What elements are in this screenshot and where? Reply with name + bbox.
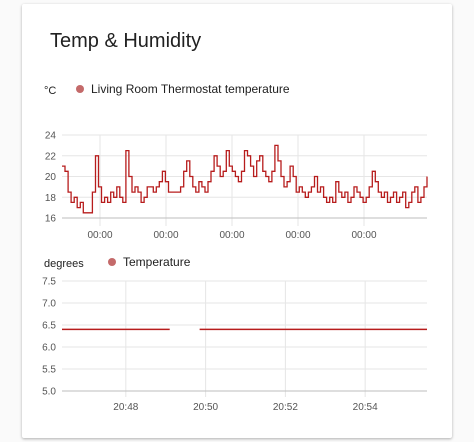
temp-humidity-card: Temp & Humidity °C Living Room Thermosta… [22,4,452,438]
chart2-legend-dot [108,258,116,266]
chart2-xtick-label: 20:48 [113,402,138,413]
chart1-unit-label: °C [44,85,57,97]
chart1-ytick-label: 22 [45,151,57,162]
card-title: Temp & Humidity [50,30,202,52]
chart2-unit-label: degrees [44,258,84,270]
chart1-xtick-label: 00:00 [351,230,376,241]
chart1-ytick-label: 20 [45,172,57,183]
chart2-temperature-line-chart[interactable]: 7.5 7.0 6.5 6.0 5.5 5.0 20:48 20:50 20:52 20:54 [22,4,452,438]
chart2-ytick-label: 5.5 [42,365,56,376]
chart2-legend-item[interactable]: Temperature [108,255,190,269]
chart2-xtick-label: 20:54 [353,402,378,413]
chart1-legend-dot [76,85,84,93]
chart2-ytick-label: 6.0 [42,343,56,354]
chart1-xtick-label: 00:00 [87,230,112,241]
chart1-xtick-label: 00:00 [219,230,244,241]
chart1-xtick-label: 00:00 [153,230,178,241]
chart1-xtick-label: 00:00 [285,230,310,241]
chart1-legend-label: Living Room Thermostat temperature [91,82,290,96]
chart2-ytick-label: 7.5 [42,277,56,288]
chart1-ytick-label: 24 [45,131,57,142]
chart2-ytick-label: 6.5 [42,321,56,332]
chart2-ytick-label: 7.0 [42,299,56,310]
chart2-xtick-label: 20:52 [273,402,298,413]
chart2-xtick-label: 20:50 [193,402,218,413]
chart1-ytick-label: 16 [45,214,57,225]
chart1-temperature-line-chart[interactable]: 24 22 20 18 16 00:00 00:00 00:00 00:00 00:00 [22,4,452,244]
chart2-legend-label: Temperature [123,255,191,269]
chart1-series-line [62,144,428,214]
chart1-legend-item[interactable]: Living Room Thermostat temperature [76,82,290,96]
chart1-ytick-label: 18 [45,193,57,204]
chart2-ytick-label: 5.0 [42,387,56,398]
